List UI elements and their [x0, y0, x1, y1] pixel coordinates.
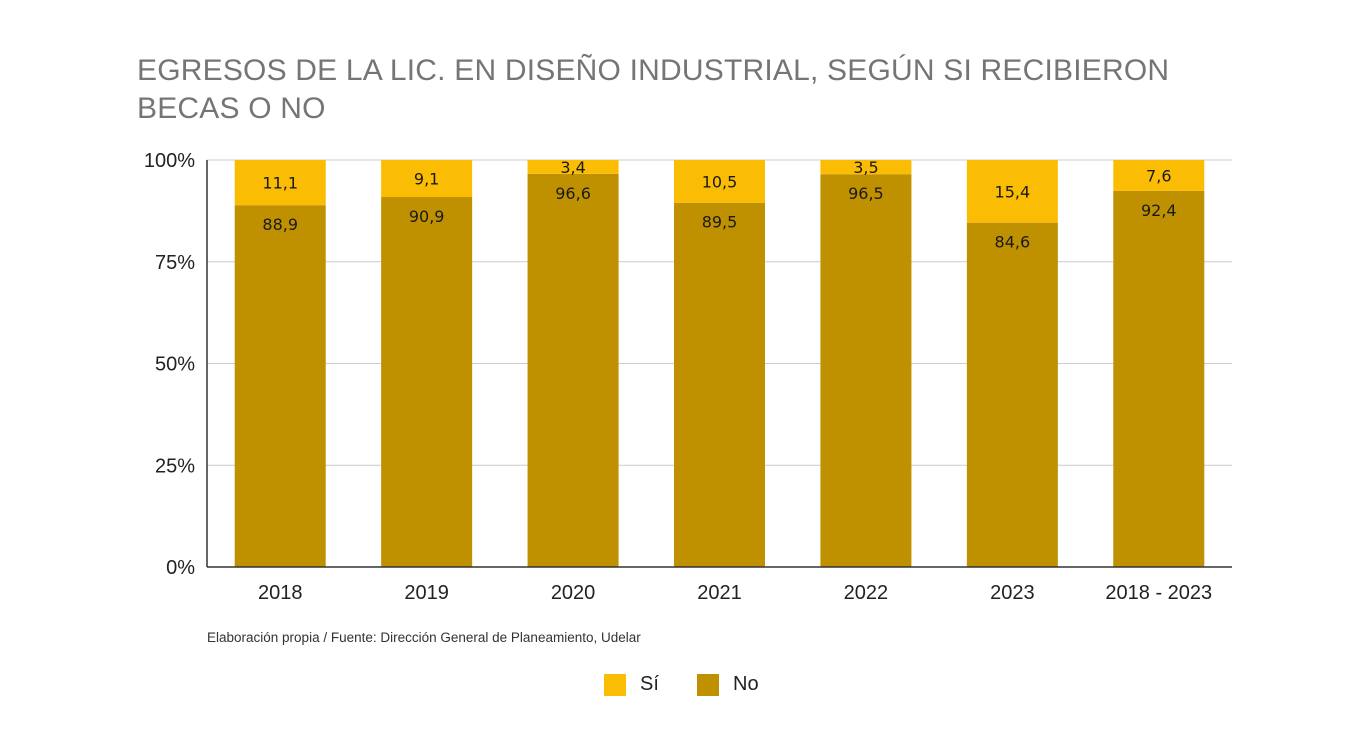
legend-swatch-no [697, 673, 719, 696]
source-note: Elaboración propia / Fuente: Dirección G… [207, 630, 641, 645]
data-label: 11,1 [262, 174, 298, 193]
y-tick-label: 100% [144, 150, 195, 172]
data-label: 3,5 [853, 158, 878, 177]
legend-label-no: No [733, 673, 759, 695]
data-label: 96,5 [848, 184, 884, 203]
legend-item-si: Sí [604, 673, 659, 696]
bar-si [674, 160, 765, 203]
legend-label-si: Sí [640, 673, 659, 695]
bar-si [527, 160, 619, 174]
chart-title: EGRESOS DE LA LIC. EN DISEÑO INDUSTRIAL,… [137, 54, 1170, 125]
x-tick-label: 2018 [258, 582, 303, 604]
y-tick-label: 75% [155, 252, 195, 274]
legend-swatch-si [604, 673, 626, 696]
y-tick-label: 25% [155, 455, 195, 477]
x-tick-label: 2021 [697, 582, 742, 604]
x-tick-label: 2018 - 2023 [1105, 582, 1212, 604]
data-label: 90,9 [409, 207, 445, 226]
y-tick-label: 50% [155, 354, 195, 376]
bar-no [527, 173, 619, 567]
data-label: 84,6 [995, 233, 1031, 252]
stacked-bar-chart: 0% 25% 50% 75% 100% 88,9 11,1 2018 90,9 9,1 2019 96… [144, 150, 1232, 604]
data-label: 92,4 [1141, 201, 1177, 220]
bar-si [966, 160, 1058, 223]
data-label: 10,5 [702, 172, 738, 191]
data-label: 88,9 [262, 215, 298, 234]
x-tick-label: 2023 [990, 582, 1035, 604]
data-label: 3,4 [560, 158, 585, 177]
legend: Sí No [0, 673, 1350, 701]
bar-no [966, 222, 1058, 568]
bar-no [381, 197, 473, 568]
data-label: 7,6 [1146, 166, 1171, 185]
bar-si [1113, 160, 1205, 191]
x-tick-label: 2020 [551, 582, 596, 604]
legend-item-no: No [697, 673, 759, 696]
bar-no [674, 202, 765, 568]
data-label: 9,1 [414, 170, 439, 189]
x-tick-label: 2022 [844, 582, 889, 604]
bar-si [820, 160, 912, 175]
bar-no [1113, 190, 1205, 567]
bar-no [234, 205, 326, 567]
x-tick-label: 2019 [404, 582, 449, 604]
y-tick-label: 0% [166, 557, 195, 579]
bar-si [234, 160, 326, 206]
data-label: 15,4 [995, 182, 1031, 201]
data-label: 89,5 [702, 213, 738, 232]
bar-no [820, 174, 912, 567]
data-label: 96,6 [555, 184, 591, 203]
bar-si [381, 160, 473, 198]
